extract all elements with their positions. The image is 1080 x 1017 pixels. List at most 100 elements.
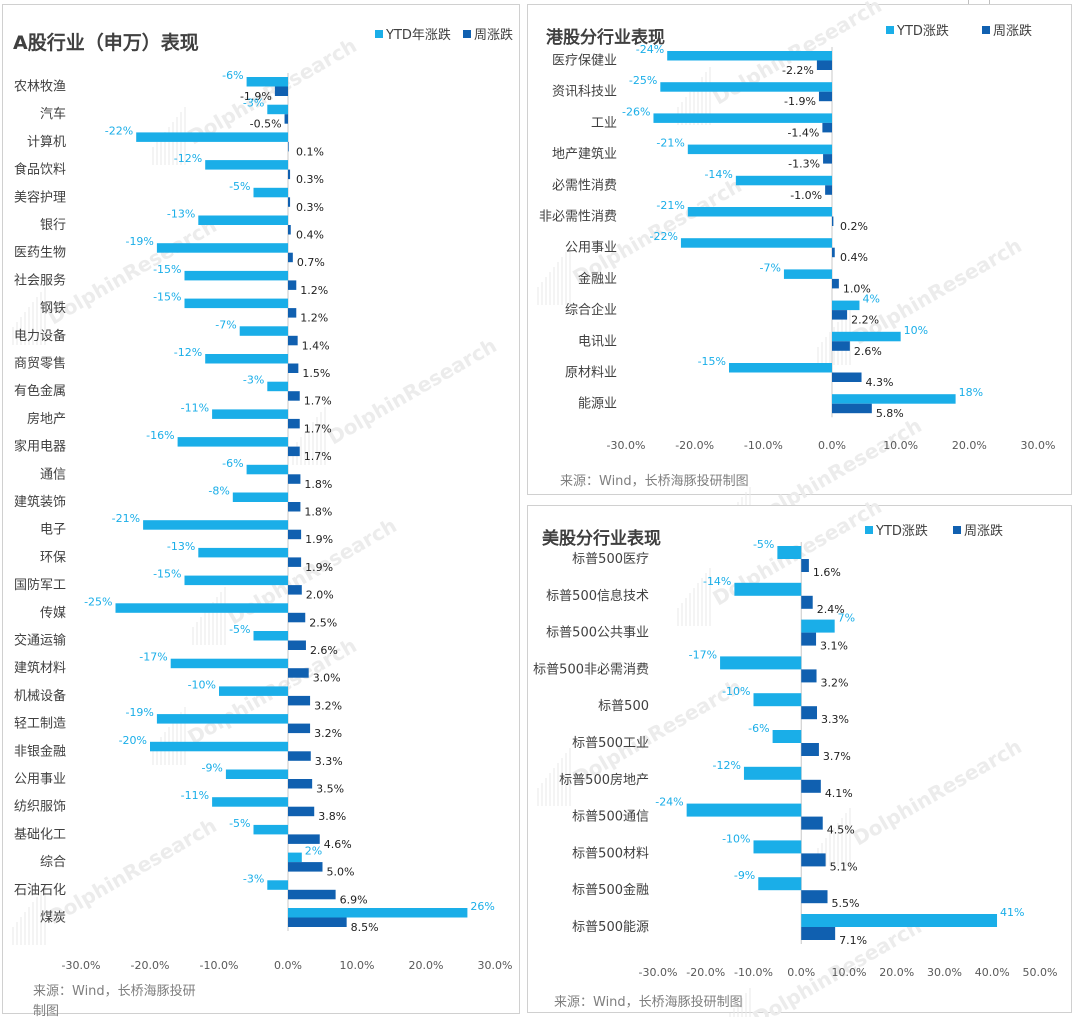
week-bar xyxy=(832,403,872,414)
ytd-bar xyxy=(239,326,288,336)
week-data-label: 2.2% xyxy=(851,314,879,327)
week-data-label: 0.4% xyxy=(296,229,324,242)
week-data-label: 2.4% xyxy=(817,603,845,616)
category-label: 电力设备 xyxy=(14,328,66,344)
week-data-label: 1.2% xyxy=(300,284,328,297)
week-data-label: 3.8% xyxy=(318,810,346,823)
week-data-label: 5.1% xyxy=(830,860,858,873)
week-data-label: 2.6% xyxy=(854,345,882,358)
week-bar xyxy=(288,280,297,290)
category-label: 综合企业 xyxy=(565,302,617,318)
ytd-data-label: -14% xyxy=(703,575,731,588)
week-bar xyxy=(825,185,832,195)
category-label: 综合 xyxy=(40,855,66,870)
ytd-bar xyxy=(832,394,956,404)
source-note: 来源：Wind，长桥海豚投研制图 xyxy=(560,473,749,489)
legend-swatch-week xyxy=(953,526,961,534)
ytd-bar xyxy=(253,824,288,835)
category-label: 资讯科技业 xyxy=(552,85,617,100)
ytd-data-label: -17% xyxy=(139,651,167,664)
ytd-bar xyxy=(253,187,288,198)
ytd-data-label: -24% xyxy=(655,796,683,809)
week-bar xyxy=(288,723,311,734)
source-note: 来源：Wind，长桥海豚投研制图 xyxy=(554,994,743,1010)
category-label: 标普500非必需消费 xyxy=(533,662,649,677)
category-label: 石油石化 xyxy=(14,883,66,898)
week-bar xyxy=(288,391,300,401)
category-label: 钢铁 xyxy=(40,301,66,316)
week-bar xyxy=(818,91,832,102)
week-data-label: 3.3% xyxy=(821,713,849,726)
week-bar xyxy=(801,890,828,904)
ytd-data-label: -7% xyxy=(215,318,236,331)
ytd-bar xyxy=(288,908,468,918)
ytd-bar xyxy=(219,686,288,696)
week-bar xyxy=(288,889,336,900)
x-tick-label: 30.0% xyxy=(1021,439,1056,452)
week-data-label: 1.9% xyxy=(305,561,333,574)
ytd-data-label: -21% xyxy=(656,199,684,212)
legend-swatch-week xyxy=(463,30,471,38)
ytd-data-label: -12% xyxy=(713,759,741,772)
week-data-label: 1.6% xyxy=(813,566,841,579)
week-data-label: 2.6% xyxy=(310,644,338,657)
ytd-data-label: -15% xyxy=(153,263,181,276)
week-bar xyxy=(288,917,347,927)
ytd-bar xyxy=(156,714,288,724)
ytd-bar xyxy=(686,803,802,817)
week-bar xyxy=(288,446,300,457)
x-tick-label: 40.0% xyxy=(975,966,1010,979)
week-data-label: 1.9% xyxy=(305,533,333,546)
ytd-bar xyxy=(253,631,288,641)
week-bar xyxy=(288,335,298,346)
ytd-bar xyxy=(150,741,288,752)
category-label: 建筑材料 xyxy=(14,660,66,676)
week-bar xyxy=(832,341,850,351)
ytd-bar xyxy=(720,656,802,670)
x-tick-label: 20.0% xyxy=(409,959,444,972)
ytd-bar xyxy=(660,82,832,92)
week-data-label: 0.7% xyxy=(297,256,325,269)
ytd-bar xyxy=(232,492,288,502)
legend-label-week: 周涨跌 xyxy=(474,27,513,43)
week-data-label: 5.8% xyxy=(876,407,904,420)
x-tick-label: 0.0% xyxy=(274,959,302,972)
ytd-data-label: -6% xyxy=(222,457,243,470)
week-data-label: 8.5% xyxy=(351,921,379,934)
category-label: 房地产 xyxy=(27,411,66,427)
legend-label-ytd: YTD年涨跌 xyxy=(385,27,451,43)
x-tick-label: -30.0% xyxy=(62,959,101,972)
ytd-bar xyxy=(184,575,288,586)
week-data-label: 3.0% xyxy=(313,672,341,685)
week-bar xyxy=(288,834,320,844)
ytd-bar xyxy=(212,797,288,807)
week-data-label: -1.9% xyxy=(240,90,272,103)
ytd-data-label: -5% xyxy=(229,817,250,830)
category-label: 计算机 xyxy=(27,135,66,150)
ytd-data-label: 7% xyxy=(838,612,855,625)
week-data-label: 0.4% xyxy=(840,251,868,264)
x-tick-label: 30.0% xyxy=(478,959,513,972)
category-label: 建筑装饰 xyxy=(14,494,66,510)
category-label: 食品饮料 xyxy=(14,162,66,178)
category-label: 非银金融 xyxy=(14,743,66,759)
week-bar xyxy=(801,927,836,940)
week-bar xyxy=(288,612,306,623)
ytd-data-label: -12% xyxy=(174,346,202,359)
hk-chart-panel: DolphinResearch DolphinResearch DolphinRes… xyxy=(527,0,1072,545)
week-data-label: 1.7% xyxy=(304,450,332,463)
week-bar xyxy=(801,632,817,646)
week-data-label: 2.0% xyxy=(306,589,334,602)
week-data-label: 5.5% xyxy=(832,897,860,910)
legend-label-week: 周涨跌 xyxy=(964,523,1003,539)
x-tick-label: -30.0% xyxy=(607,439,646,452)
a-share-chart: DolphinResearch DolphinResearch DolphinRes… xyxy=(12,27,513,1017)
week-data-label: 5.0% xyxy=(327,866,355,879)
category-label: 金融业 xyxy=(578,271,617,287)
week-data-label: 3.2% xyxy=(314,727,342,740)
ytd-bar xyxy=(667,51,832,61)
ytd-bar xyxy=(205,354,288,364)
ytd-data-label: -10% xyxy=(722,685,750,698)
ytd-data-label: -15% xyxy=(153,568,181,581)
ytd-data-label: -13% xyxy=(167,540,195,553)
